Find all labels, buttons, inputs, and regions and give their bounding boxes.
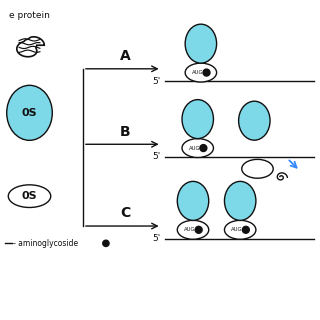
Ellipse shape [224, 220, 256, 239]
Ellipse shape [224, 181, 256, 220]
Ellipse shape [177, 181, 209, 220]
Ellipse shape [185, 24, 217, 63]
Polygon shape [17, 37, 44, 57]
Text: 0S: 0S [21, 191, 37, 201]
Ellipse shape [239, 101, 270, 140]
Circle shape [203, 69, 210, 76]
Text: 5': 5' [153, 77, 161, 86]
Text: A: A [120, 49, 131, 63]
Ellipse shape [185, 63, 217, 82]
Ellipse shape [182, 139, 213, 157]
Text: - aminoglycoside: - aminoglycoside [13, 239, 78, 248]
Text: 0S: 0S [21, 108, 37, 118]
Text: 5': 5' [153, 234, 161, 243]
Circle shape [242, 226, 249, 233]
Ellipse shape [7, 85, 52, 140]
Circle shape [195, 226, 202, 233]
Text: 5': 5' [153, 152, 161, 161]
Text: AUG: AUG [192, 70, 204, 75]
Ellipse shape [8, 185, 51, 207]
Circle shape [200, 145, 207, 151]
Text: C: C [120, 206, 131, 220]
Text: AUG: AUG [231, 227, 243, 232]
Text: AUG: AUG [189, 146, 200, 150]
Circle shape [103, 240, 109, 246]
Ellipse shape [242, 159, 273, 178]
Ellipse shape [177, 220, 209, 239]
Text: e protein: e protein [9, 11, 50, 20]
Ellipse shape [182, 100, 213, 139]
Text: AUG: AUG [184, 227, 196, 232]
Text: B: B [120, 124, 131, 139]
